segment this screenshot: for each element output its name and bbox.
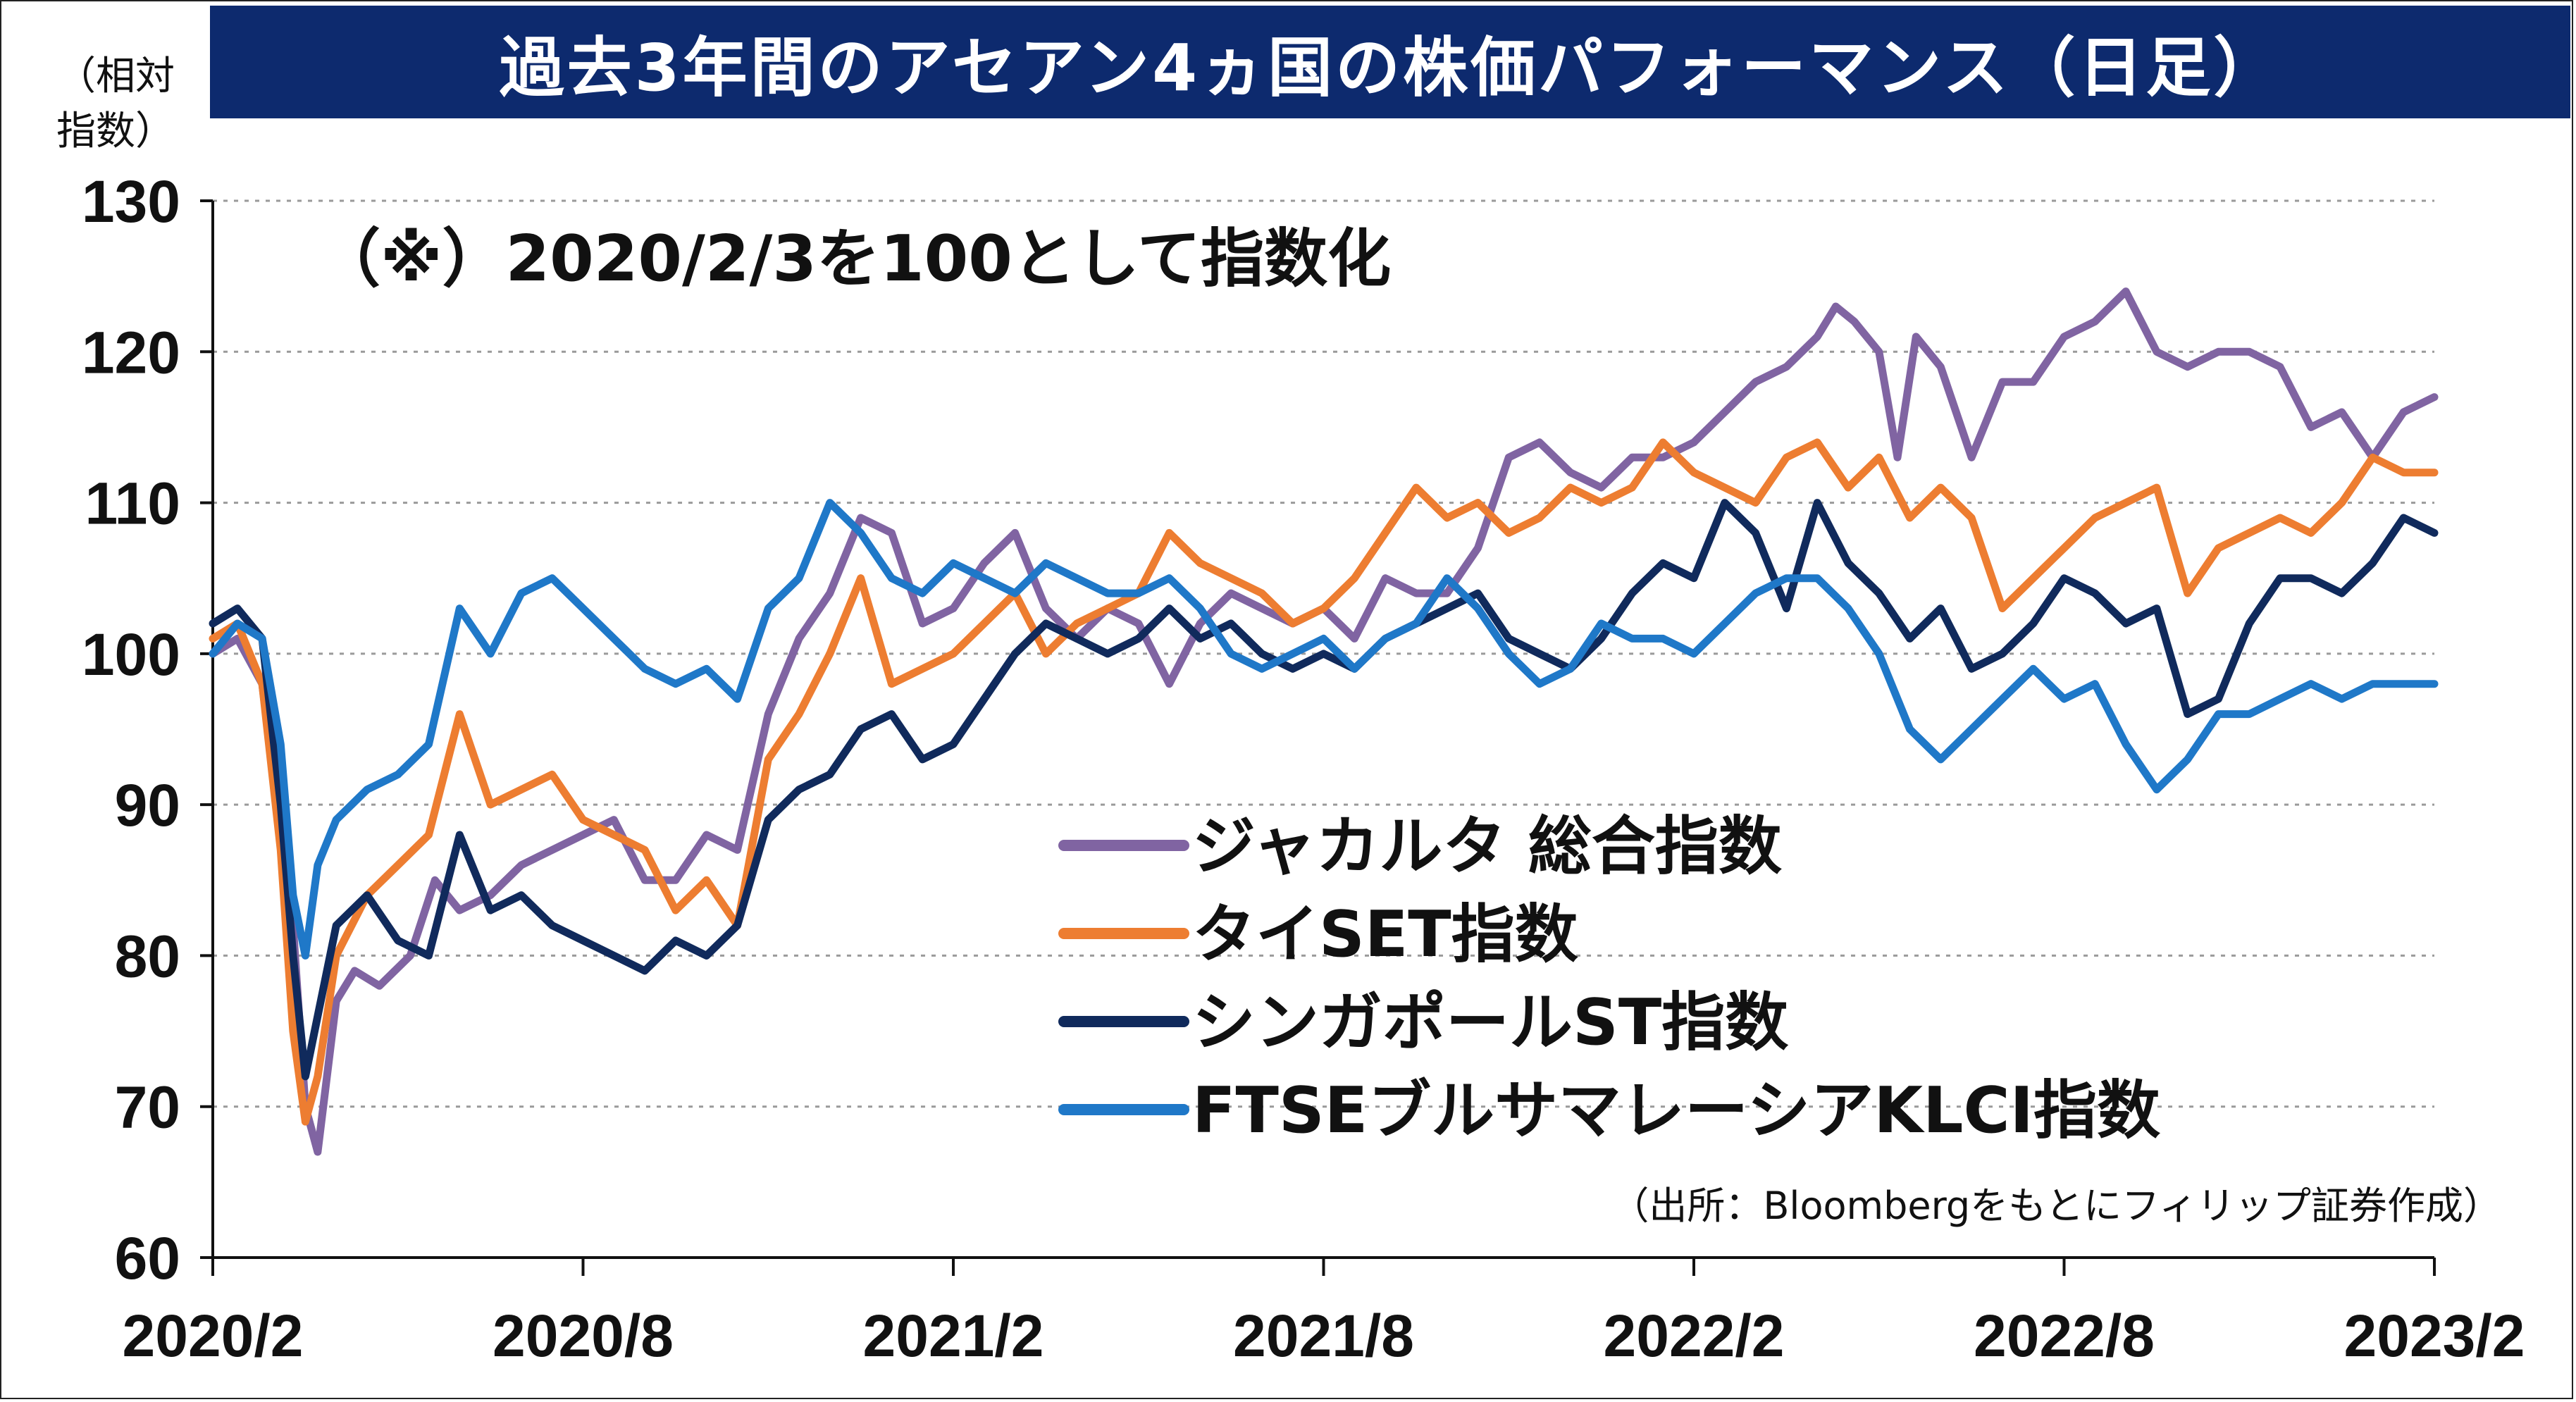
legend-label-2: タイSET指数: [1192, 898, 1578, 972]
gridlines: [213, 199, 2434, 1108]
y-tick-labels: 60 70 80 90 100 110 120 130: [82, 168, 213, 1291]
series-lines: [209, 287, 2439, 1156]
y-axis-label-line2: 指数）: [56, 108, 175, 154]
x-tick-label: 2020/8: [493, 1303, 674, 1369]
y-tick-label: 80: [115, 923, 180, 989]
chart-title: 過去3年間のアセアン4ヵ国の株価パフォーマンス（日足）: [210, 6, 2570, 118]
y-tick-label: 60: [115, 1225, 180, 1291]
y-tick-label: 70: [115, 1074, 180, 1141]
series-line-2: [209, 438, 2439, 1126]
x-tick-labels: 2020/2 2020/8 2021/2 2021/8 2022/2 2022/8 2023…: [123, 1258, 2525, 1369]
legend-label-3: シンガポールST指数: [1192, 986, 1788, 1060]
x-tick-label: 2022/8: [1974, 1303, 2155, 1369]
source-note: （出所：Bloombergをもとにフィリップ証券作成）: [1611, 1184, 2501, 1228]
y-axis-label-line1: （相対: [56, 54, 175, 99]
x-tick-label: 2021/8: [1233, 1303, 1414, 1369]
x-tick-label: 2023/2: [2344, 1303, 2525, 1369]
x-tick-label: 2020/2: [123, 1303, 304, 1369]
legend-label-1: ジャカルタ 総合指数: [1192, 809, 1782, 883]
y-tick-label: 120: [82, 319, 180, 385]
legend-label-4: FTSEブルサマレーシアKLCI指数: [1192, 1074, 2160, 1148]
y-axis-label: （相対 指数）: [56, 49, 175, 159]
y-tick-label: 110: [85, 471, 180, 537]
series-line-4: [209, 499, 2439, 960]
chart-title-text: 過去3年間のアセアン4ヵ国の株価パフォーマンス（日足）: [499, 30, 2281, 106]
index-note: （※）2020/2/3を100として指数化: [317, 222, 1391, 296]
x-tick-label: 2021/2: [863, 1303, 1044, 1369]
y-tick-label: 100: [82, 621, 180, 688]
y-tick-label: 90: [115, 772, 180, 838]
y-tick-label: 130: [82, 168, 180, 235]
x-tick-label: 2022/2: [1604, 1303, 1785, 1369]
